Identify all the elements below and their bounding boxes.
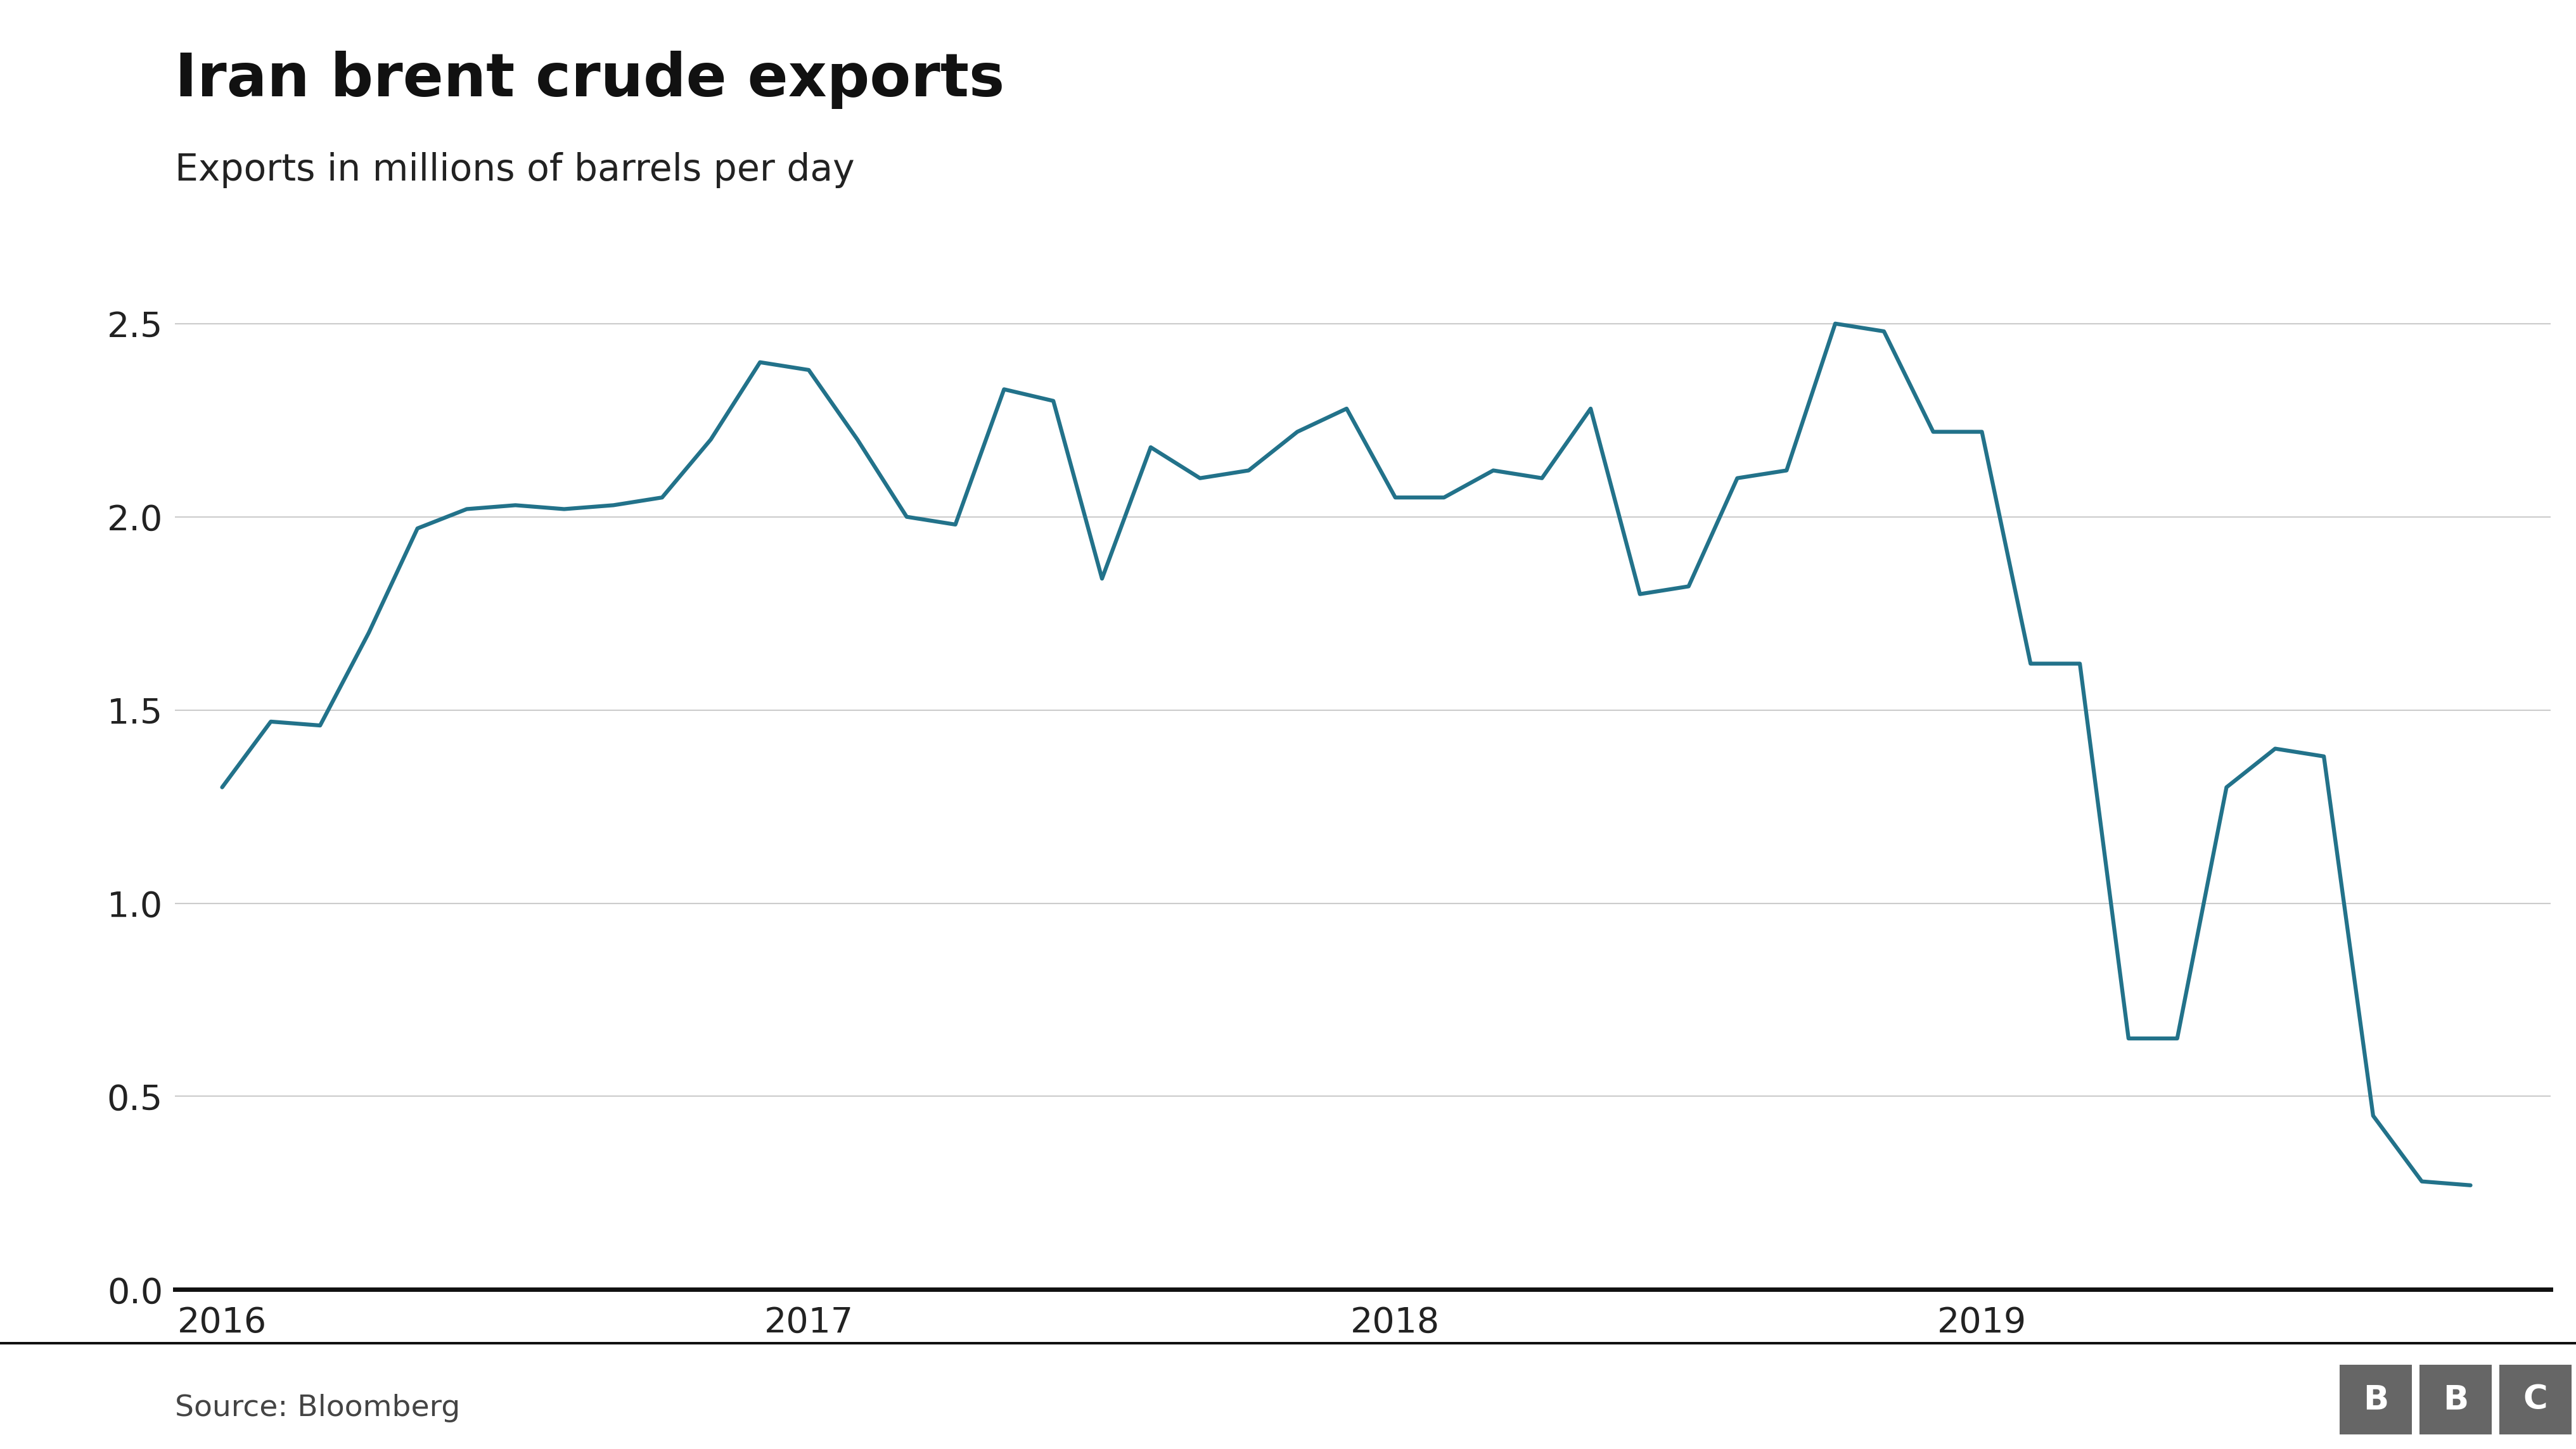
Text: C: C bbox=[2522, 1384, 2548, 1416]
Text: B: B bbox=[2362, 1384, 2388, 1416]
Text: Iran brent crude exports: Iran brent crude exports bbox=[175, 51, 1005, 109]
Text: Source: Bloomberg: Source: Bloomberg bbox=[175, 1394, 461, 1423]
Text: B: B bbox=[2442, 1384, 2468, 1416]
Text: Exports in millions of barrels per day: Exports in millions of barrels per day bbox=[175, 152, 855, 188]
